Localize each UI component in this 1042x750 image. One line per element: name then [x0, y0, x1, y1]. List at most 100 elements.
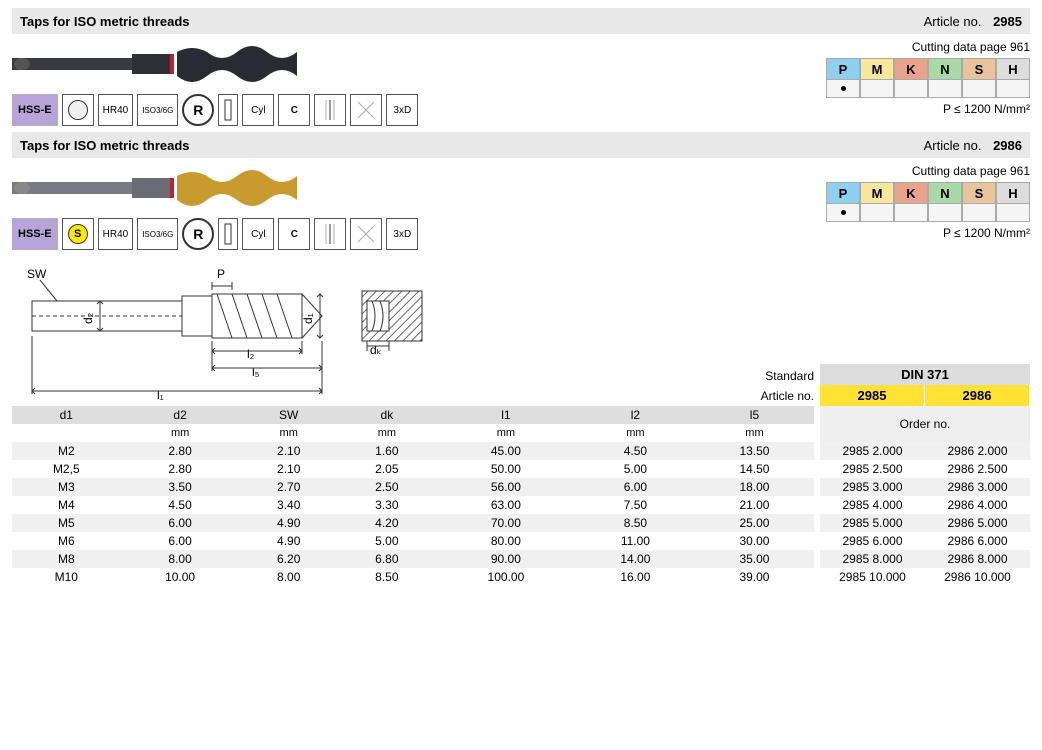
cross-icon: [350, 218, 382, 250]
material-dots: [826, 80, 1030, 98]
material-M: M: [860, 58, 894, 80]
material-H: H: [996, 182, 1030, 204]
col-dk: dk: [338, 406, 436, 424]
material-S: S: [962, 182, 996, 204]
material-N: N: [928, 182, 962, 204]
cyl-icon: Cyl: [242, 218, 274, 250]
product-row-2986: HSS-E HR40 ISO3/6G R Cyl C 3xD Cutting d…: [12, 164, 1030, 250]
material-dot-H: [996, 204, 1030, 222]
order-row: 2985 2.0002986 2.000: [820, 442, 1030, 460]
cutting-page: Cutting data page 961: [826, 164, 1030, 178]
material-dot-N: [928, 204, 962, 222]
material-H: H: [996, 58, 1030, 80]
order-body: 2985 2.0002986 2.0002985 2.5002986 2.500…: [820, 442, 1030, 586]
material-dot-K: [894, 204, 928, 222]
cyl-icon: Cyl: [242, 94, 274, 126]
depth-icon: 3xD: [386, 218, 418, 250]
material-dots: [826, 204, 1030, 222]
steam-icon: [62, 94, 94, 126]
material-K: K: [894, 182, 928, 204]
flute-icon: [314, 218, 346, 250]
col-d2: d2: [121, 406, 240, 424]
material-dot-P: [826, 80, 860, 98]
material-dot-K: [894, 80, 928, 98]
article-no: Article no. 2985: [924, 14, 1022, 29]
order-row: 2985 10.0002986 10.000: [820, 568, 1030, 586]
hr40-icon: HR40: [98, 94, 134, 126]
col-l5: l5: [695, 406, 814, 424]
order-header: Order no.: [820, 406, 1030, 442]
svg-text:l₂: l₂: [247, 347, 255, 361]
order-row: 2985 6.0002986 6.000: [820, 532, 1030, 550]
table-row: M88.006.206.8090.0014.0035.00: [12, 550, 814, 568]
article-label: Article no.: [700, 386, 820, 406]
side-labels: Standard Article no.: [700, 366, 820, 406]
standard-label: Standard: [700, 366, 820, 386]
icon-strip: HSS-E HR40 ISO3/6G R Cyl C 3xD: [12, 94, 418, 126]
svg-text:P: P: [217, 267, 225, 281]
material-dot-H: [996, 80, 1030, 98]
cross-icon: [350, 94, 382, 126]
svg-text:SW: SW: [27, 267, 47, 281]
table-row: M44.503.403.3063.007.5021.00: [12, 496, 814, 514]
material-N: N: [928, 58, 962, 80]
order-row: 2985 2.5002986 2.500: [820, 460, 1030, 478]
dimension-diagram: SW P d₂ d₁ dₖ l₂ l₅ l₁: [12, 256, 432, 406]
condition: P ≤ 1200 N/mm²: [826, 102, 1030, 116]
order-row: 2985 3.0002986 3.000: [820, 478, 1030, 496]
material-K: K: [894, 58, 928, 80]
material-dot-N: [928, 80, 962, 98]
condition: P ≤ 1200 N/mm²: [826, 226, 1030, 240]
r-icon: R: [182, 218, 214, 250]
din-header: DIN 371: [820, 364, 1030, 385]
svg-text:l₁: l₁: [157, 388, 164, 402]
depth-icon: 3xD: [386, 94, 418, 126]
svg-text:dₖ: dₖ: [370, 343, 382, 357]
col-l2: l2: [576, 406, 695, 424]
tin-icon: [62, 218, 94, 250]
title-bar-2985: Taps for ISO metric threads Article no. …: [12, 8, 1030, 34]
col-l1: l1: [436, 406, 576, 424]
table-row: M22.802.101.6045.004.5013.50: [12, 442, 814, 460]
c-icon: C: [278, 218, 310, 250]
material-S: S: [962, 58, 996, 80]
article-no: Article no. 2986: [924, 138, 1022, 153]
material-dot-M: [860, 204, 894, 222]
svg-text:l₅: l₅: [252, 365, 260, 379]
material-grid: PMKNSH: [826, 182, 1030, 204]
order-row: 2985 4.0002986 4.000: [820, 496, 1030, 514]
catalog-page: Taps for ISO metric threads Article no. …: [0, 0, 1042, 594]
iso-icon: ISO3/6G: [137, 218, 178, 250]
product-title: Taps for ISO metric threads: [20, 14, 190, 29]
material-grid: PMKNSH: [826, 58, 1030, 80]
order-row: 2985 5.0002986 5.000: [820, 514, 1030, 532]
hsse-badge: HSS-E: [12, 218, 58, 250]
table-row: M2,52.802.102.0550.005.0014.50: [12, 460, 814, 478]
product-title: Taps for ISO metric threads: [20, 138, 190, 153]
hsse-badge: HSS-E: [12, 94, 58, 126]
c-icon: C: [278, 94, 310, 126]
material-P: P: [826, 182, 860, 204]
col-d1: d1: [12, 406, 121, 424]
r-icon: R: [182, 94, 214, 126]
title-bar-2986: Taps for ISO metric threads Article no. …: [12, 132, 1030, 158]
material-dot-M: [860, 80, 894, 98]
product-row-2985: HSS-E HR40 ISO3/6G R Cyl C 3xD Cutting d…: [12, 40, 1030, 126]
material-dot-P: [826, 204, 860, 222]
cutting-page: Cutting data page 961: [826, 40, 1030, 54]
material-dot-S: [962, 204, 996, 222]
hr40-icon: HR40: [98, 218, 134, 250]
table-row: M1010.008.008.50100.0016.0039.00: [12, 568, 814, 586]
spec-table-wrap: d1d2SWdkl1l2l5 mmmmmmmmmmmm M22.802.101.…: [12, 406, 1030, 586]
shank-icon: [218, 218, 238, 250]
table-row: M56.004.904.2070.008.5025.00: [12, 514, 814, 532]
col-SW: SW: [240, 406, 338, 424]
flute-icon: [314, 94, 346, 126]
svg-text:d₁: d₁: [301, 313, 315, 324]
material-M: M: [860, 182, 894, 204]
table-row: M66.004.905.0080.0011.0030.00: [12, 532, 814, 550]
tap-image-dark: [12, 40, 332, 88]
shank-icon: [218, 94, 238, 126]
iso-icon: ISO3/6G: [137, 94, 178, 126]
article-columns: 2985 2986: [820, 385, 1030, 406]
